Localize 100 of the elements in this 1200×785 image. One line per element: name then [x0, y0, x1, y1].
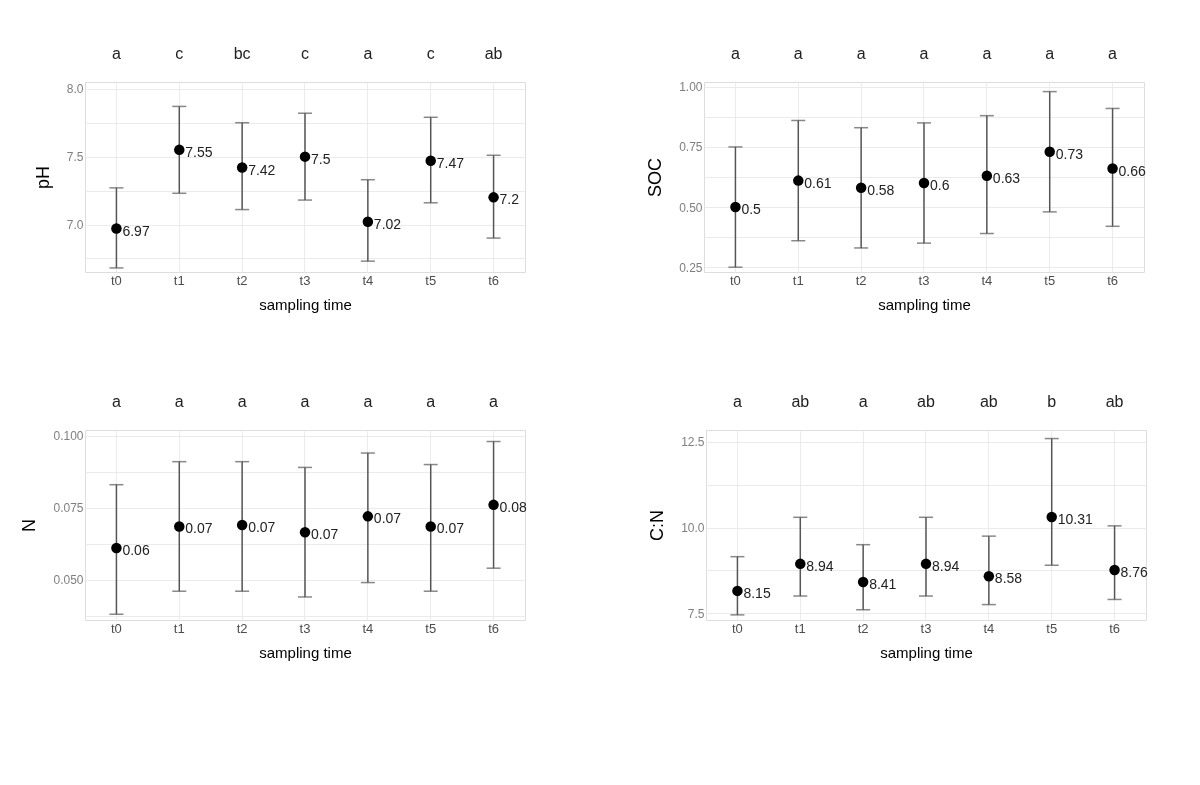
point	[111, 542, 122, 554]
y-tick-label: 0.75	[679, 140, 703, 155]
x-tick-label: t2	[855, 272, 867, 288]
text: a	[793, 45, 803, 62]
point	[857, 576, 869, 588]
x-tick-label: t5	[1046, 620, 1058, 636]
point	[981, 170, 993, 182]
x-tick-label: t1	[173, 620, 185, 636]
text: a	[363, 45, 373, 62]
data-label: 7.02	[373, 215, 402, 232]
text: ab	[791, 393, 810, 410]
text: a	[732, 393, 742, 410]
x-tick-label: t4	[981, 272, 993, 288]
data-label: 0.63	[992, 169, 1021, 186]
x-tick-label: t5	[425, 620, 437, 636]
y-tick-label: 0.50	[679, 200, 703, 215]
text: a	[237, 393, 247, 410]
text: a	[730, 45, 740, 62]
x-tick-label: t4	[362, 272, 374, 288]
text: a	[1045, 45, 1055, 62]
point	[174, 144, 185, 156]
point	[855, 182, 867, 194]
x-tick-label: t3	[299, 620, 311, 636]
data-label: 0.07	[311, 526, 339, 543]
text: a	[111, 45, 121, 62]
point	[918, 177, 930, 189]
y-tick-label: 0.25	[679, 260, 703, 275]
point	[362, 511, 374, 522]
y-tick-label: 8.0	[66, 82, 84, 97]
data-label: 0.5	[741, 201, 762, 218]
data-label: 8.41	[869, 576, 897, 592]
text: ab	[979, 393, 998, 410]
data-label: 0.66	[1118, 162, 1147, 179]
data-label: 0.6	[930, 177, 950, 194]
data-label: 8.15	[743, 584, 771, 601]
text: a	[1108, 45, 1118, 62]
point	[488, 192, 499, 203]
text: c	[426, 45, 435, 62]
text: a	[982, 45, 992, 62]
y-tick-label: 12.5	[681, 435, 705, 450]
point	[795, 558, 806, 570]
text: b	[1047, 393, 1057, 410]
data-label: 6.97	[122, 222, 150, 239]
point	[983, 570, 995, 582]
point	[730, 201, 741, 213]
x-tick-label: t0	[111, 272, 122, 288]
x-tick-label: t0	[730, 272, 741, 288]
point	[793, 175, 804, 186]
data-label: 0.07	[185, 520, 213, 537]
text: a	[489, 393, 499, 410]
data-label: 0.07	[436, 520, 465, 537]
point	[174, 521, 185, 532]
data-label: 0.61	[804, 174, 832, 191]
point	[1107, 163, 1118, 174]
text: a	[856, 45, 866, 62]
x-tick-label: t4	[362, 620, 374, 636]
point	[425, 521, 436, 532]
text: c	[301, 45, 309, 62]
point	[299, 151, 311, 162]
x-tick-label: t0	[111, 620, 122, 636]
x-axis-title: sampling time	[878, 295, 971, 313]
x-tick-label: t1	[173, 272, 185, 288]
text: ab	[484, 45, 503, 62]
point	[1109, 564, 1120, 576]
x-tick-label: t3	[918, 272, 930, 288]
text: a	[426, 393, 436, 410]
point	[1044, 146, 1055, 157]
point	[425, 155, 436, 166]
x-tick-label: t2	[857, 620, 869, 636]
point	[488, 499, 499, 511]
text: ab	[917, 393, 935, 410]
y-axis-title: N	[19, 519, 40, 532]
data-label: 0.06	[122, 542, 150, 559]
data-label: 0.07	[373, 510, 402, 527]
data-label: 7.2	[499, 191, 520, 208]
text: a	[919, 45, 929, 62]
y-tick-label: 7.5	[687, 606, 705, 621]
point	[1046, 511, 1057, 523]
data-label: 0.73	[1055, 145, 1084, 162]
data-label: 8.94	[806, 557, 834, 574]
x-tick-label: t6	[488, 620, 499, 636]
x-tick-label: t2	[236, 272, 248, 288]
data-label: 0.08	[499, 498, 528, 515]
data-label: 7.5	[311, 150, 331, 167]
text: a	[363, 393, 373, 410]
data-label: 8.94	[932, 557, 960, 574]
x-tick-label: t6	[488, 272, 499, 288]
x-tick-label: t2	[236, 620, 248, 636]
data-label: 10.31	[1057, 510, 1093, 527]
data-label: 7.55	[185, 143, 213, 160]
x-tick-label: t6	[1109, 620, 1120, 636]
data-label: 0.07	[248, 519, 276, 535]
x-tick-label: t1	[794, 620, 806, 636]
x-tick-label: t5	[425, 272, 437, 288]
point	[920, 558, 932, 570]
point	[362, 216, 374, 228]
x-tick-label: t6	[1107, 272, 1118, 288]
y-tick-label: 7.5	[66, 150, 84, 165]
x-tick-label: t1	[792, 272, 804, 288]
y-tick-label: 0.075	[53, 501, 84, 516]
